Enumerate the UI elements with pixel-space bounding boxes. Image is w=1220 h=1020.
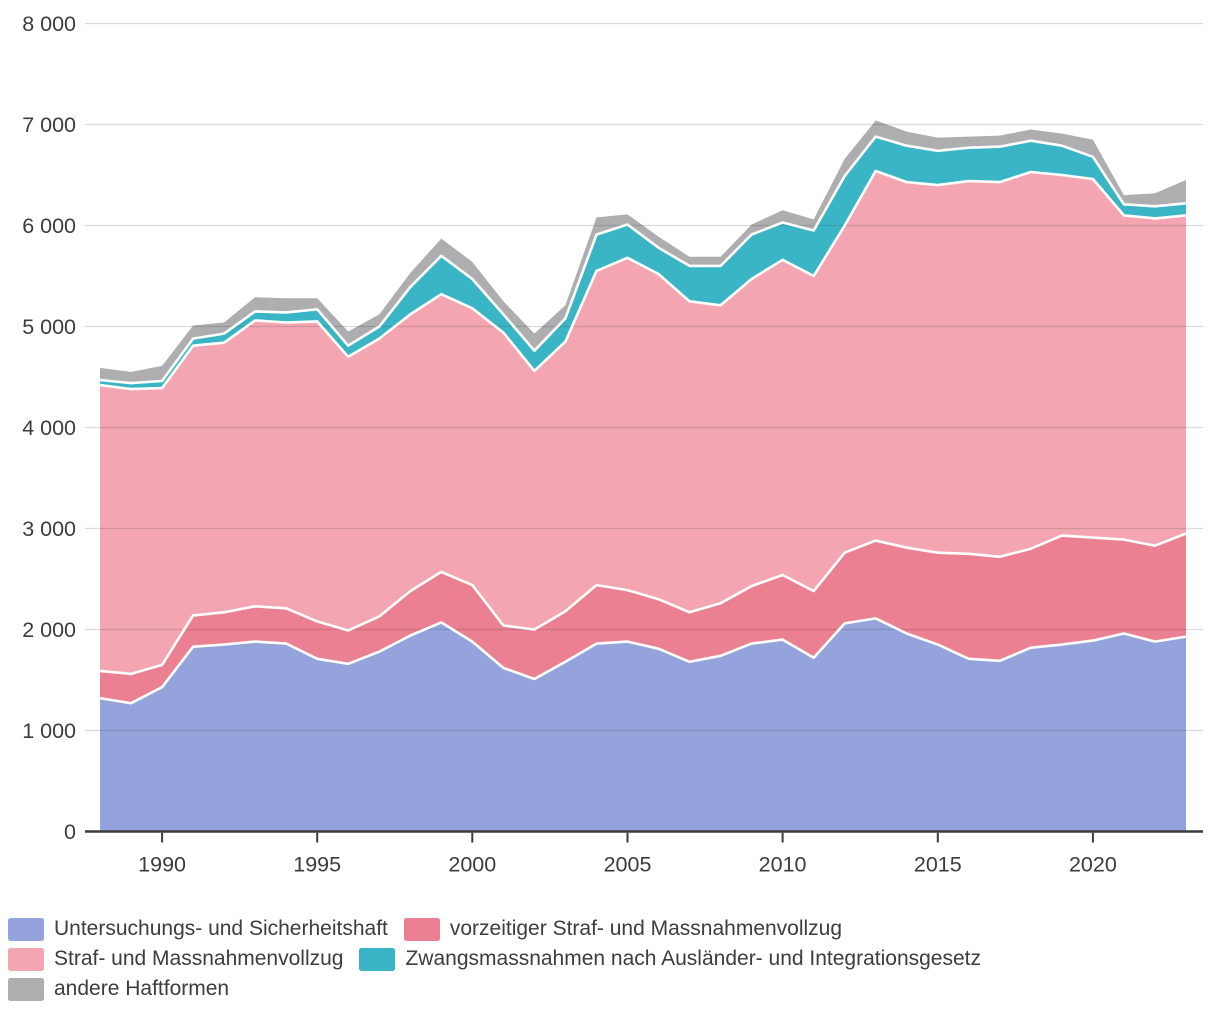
legend-label-andere-haftformen: andere Haftformen <box>54 977 230 1000</box>
boundary-vorzeitiger-straf-und-massnahmenvollzug <box>99 532 1187 676</box>
gridlines <box>85 22 1203 732</box>
legend-swatch-straf-massnahmenvollzug-icon <box>8 947 44 971</box>
legend-label-untersuchungshaft: Untersuchungs- und Sicherheitshaft <box>54 917 388 940</box>
x-tick-label-2015: 2015 <box>914 853 962 877</box>
x-tick-label-1990: 1990 <box>138 853 186 877</box>
chart-legend: Untersuchungs- und Sicherheitshaft vorze… <box>8 917 1148 1001</box>
legend-label-zwangsmassnahmen: Zwangsmassnahmen nach Ausländer- und Int… <box>405 947 981 970</box>
y-tick-label-4000: 4 000 <box>22 416 76 440</box>
legend-item-vorzeitiger-vollzug: vorzeitiger Straf- und Massnahmenvollzug <box>403 917 843 941</box>
boundary-straf-und-massnahmenvollzug <box>99 169 1187 391</box>
legend-swatch-andere-haftformen-icon <box>8 977 44 1001</box>
y-tick-label-1000: 1 000 <box>22 719 76 743</box>
y-tick-label-2000: 2 000 <box>22 618 76 642</box>
x-tick-label-2005: 2005 <box>604 853 652 877</box>
boundary-zwangsmassnahmen-nach-auslaender-und-integrationsgesetz <box>99 135 1187 385</box>
y-tick-label-5000: 5 000 <box>22 315 76 339</box>
y-tick-label-0: 0 <box>64 820 76 844</box>
legend-item-straf-massnahmenvollzug: Straf- und Massnahmenvollzug <box>8 947 343 971</box>
area-zwangsmassnahmen-nach-auslaender-und-integrationsgesetz <box>100 136 1186 390</box>
legend-swatch-vorzeitiger-vollzug-icon <box>403 917 440 941</box>
x-axis <box>85 830 1203 843</box>
area-vorzeitiger-straf-und-massnahmenvollzug <box>100 533 1186 704</box>
y-tick-label-6000: 6 000 <box>22 214 76 238</box>
stacked-area-chart: 0 1 000 2 000 3 000 4 000 5 000 6 000 7 000 8 00… <box>22 12 1203 877</box>
legend-item-zwangsmassnahmen: Zwangsmassnahmen nach Ausländer- und Int… <box>359 947 981 971</box>
y-tick-label-8000: 8 000 <box>22 12 76 36</box>
area-untersuchungs-und-sicherheitshaft <box>100 618 1186 832</box>
boundary-untersuchungs-und-sicherheitshaft <box>99 617 1187 705</box>
y-tick-label-7000: 7 000 <box>22 113 76 137</box>
y-axis-tick-labels: 0 1 000 2 000 3 000 4 000 5 000 6 000 7 000 8 00… <box>22 12 76 844</box>
legend-swatch-untersuchungshaft-icon <box>8 917 44 941</box>
legend-label-straf-massnahmenvollzug: Straf- und Massnahmenvollzug <box>54 947 344 970</box>
legend-swatch-zwangsmassnahmen-icon <box>359 947 396 971</box>
area-boundaries <box>99 135 1187 705</box>
chart-area: 0 1 000 2 000 3 000 4 000 5 000 6 000 7 000 8 00… <box>22 12 1203 877</box>
area-andere-haftformen <box>100 120 1186 384</box>
x-tick-label-2000: 2000 <box>448 853 496 877</box>
legend-item-andere-haftformen: andere Haftformen <box>8 977 229 1001</box>
area-layers <box>100 120 1186 832</box>
legend-label-vorzeitiger-vollzug: vorzeitiger Straf- und Massnahmenvollzug <box>449 917 843 940</box>
x-tick-label-1995: 1995 <box>293 853 341 877</box>
legend-item-untersuchungshaft: Untersuchungs- und Sicherheitshaft <box>8 917 388 941</box>
y-tick-label-3000: 3 000 <box>22 517 76 541</box>
x-tick-label-2010: 2010 <box>759 853 807 877</box>
x-axis-tick-labels: 1990 1995 2000 2005 2010 2015 2020 <box>138 853 1117 877</box>
x-tick-label-2020: 2020 <box>1069 853 1117 877</box>
